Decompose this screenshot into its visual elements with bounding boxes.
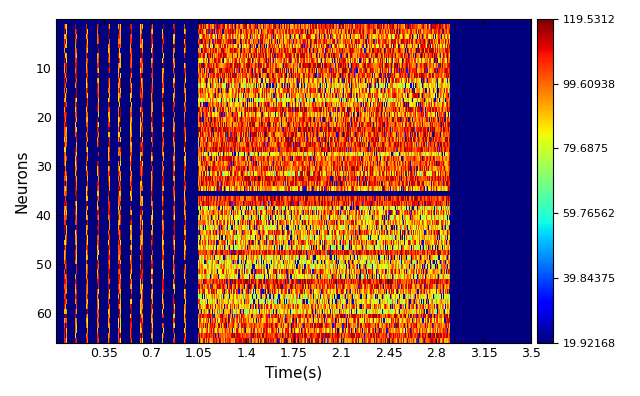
Y-axis label: Neurons: Neurons: [15, 149, 30, 213]
X-axis label: Time(s): Time(s): [265, 366, 323, 381]
